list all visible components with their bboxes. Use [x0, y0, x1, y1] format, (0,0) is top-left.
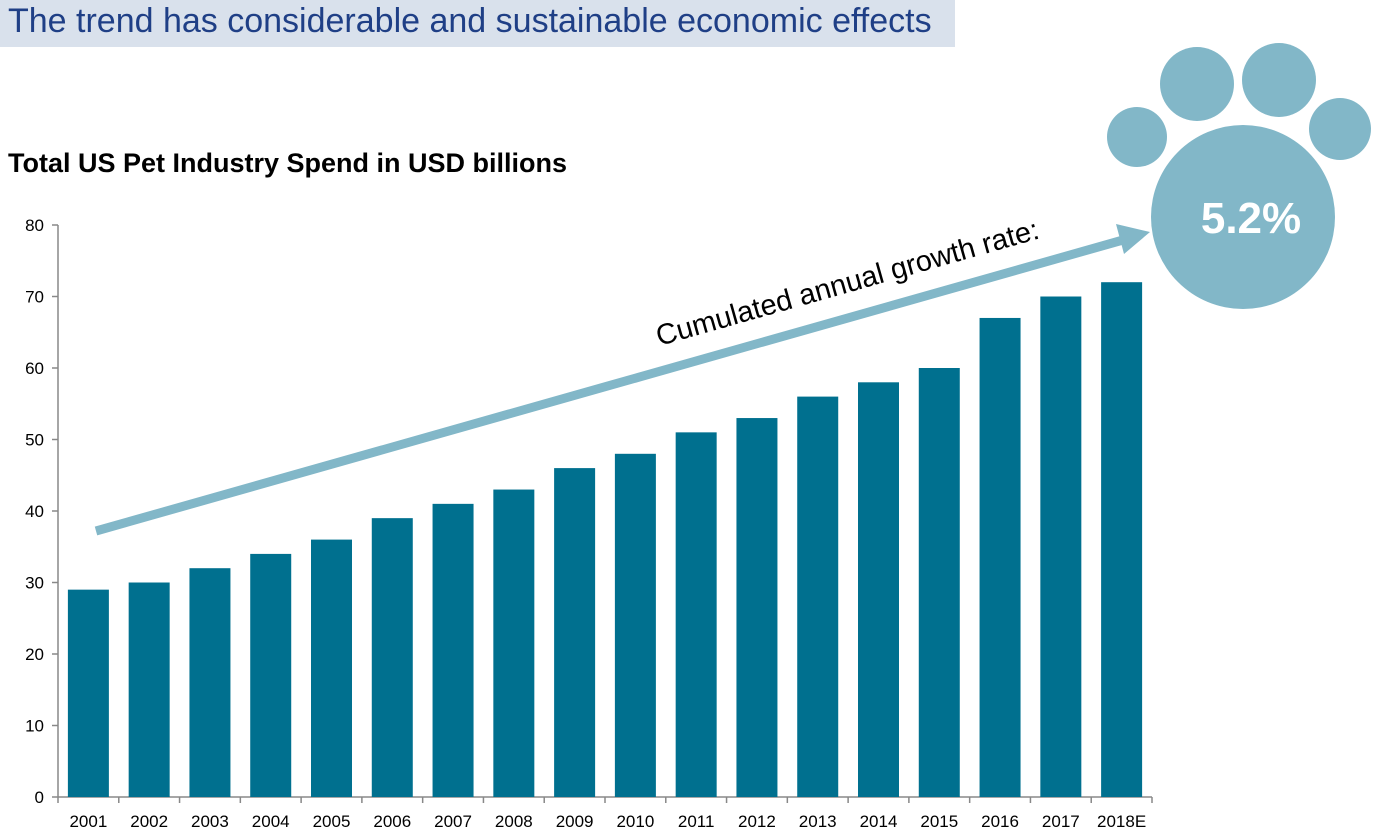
- title-band: [0, 0, 955, 47]
- bar-2015: [918, 368, 960, 797]
- paw-toe-right: [1309, 98, 1371, 160]
- x-tick-label: 2012: [738, 812, 776, 831]
- x-tick-label: 2007: [434, 812, 472, 831]
- x-tick-label: 2016: [981, 812, 1019, 831]
- paw-toe-center-right: [1242, 43, 1316, 117]
- bar-2003: [189, 568, 231, 797]
- y-tick-label: 10: [25, 717, 44, 736]
- x-tick-label: 2009: [556, 812, 594, 831]
- y-tick-label: 0: [35, 788, 44, 807]
- y-tick-label: 30: [25, 574, 44, 593]
- slide-title: The trend has considerable and sustainab…: [8, 2, 932, 40]
- bar-series: [67, 282, 1143, 797]
- bar-2010: [614, 453, 656, 797]
- bar-2004: [250, 553, 292, 797]
- x-tick-label: 2008: [495, 812, 533, 831]
- x-axis: 2001 2002 2003 2004 2005 2006 2007 2008 2009 2010…: [57, 796, 1153, 831]
- y-axis: 0 10 20 30 40 50 60 70 80: [25, 216, 59, 807]
- paw-toe-left: [1107, 107, 1167, 167]
- y-tick-label: 80: [25, 216, 44, 235]
- x-tick-label: 2011: [678, 812, 715, 831]
- bar-2016: [979, 317, 1021, 797]
- paw-toe-center-left: [1160, 47, 1234, 121]
- y-tick-label: 50: [25, 431, 44, 450]
- bar-2017: [1040, 296, 1082, 797]
- growth-arrow-head: [1116, 224, 1150, 254]
- bar-2009: [554, 468, 596, 797]
- x-tick-label: 2004: [252, 812, 290, 831]
- x-tick-label: 2014: [860, 812, 898, 831]
- bar-2001: [67, 589, 109, 797]
- bar-2007: [432, 503, 474, 797]
- bar-2011: [675, 432, 717, 797]
- bar-2008: [493, 489, 535, 797]
- bar-2018E: [1101, 282, 1143, 797]
- y-tick-label: 20: [25, 645, 44, 664]
- x-tick-label: 2005: [313, 812, 351, 831]
- bar-2005: [311, 539, 352, 797]
- x-tick-label: 2006: [373, 812, 411, 831]
- y-tick-label: 40: [25, 502, 44, 521]
- y-tick-label: 60: [25, 359, 44, 378]
- x-tick-label: 2015: [920, 812, 958, 831]
- y-tick-label: 70: [25, 288, 44, 307]
- x-tick-label: 2002: [130, 812, 168, 831]
- bar-2014: [858, 382, 899, 797]
- growth-arrow-shaft: [94, 235, 1125, 536]
- x-tick-label: 2010: [616, 812, 654, 831]
- chart-title: Total US Pet Industry Spend in USD billi…: [8, 148, 568, 178]
- x-tick-label: 2003: [191, 812, 229, 831]
- x-tick-label: 2018E: [1097, 812, 1146, 831]
- bar-2012: [736, 418, 778, 797]
- bar-2006: [371, 518, 413, 797]
- x-tick-label: 2001: [69, 812, 107, 831]
- x-tick-label: 2013: [799, 812, 837, 831]
- cagr-value: 5.2%: [1201, 194, 1301, 243]
- bar-2002: [128, 582, 170, 797]
- paw-pad: [1151, 125, 1335, 309]
- x-tick-label: 2017: [1042, 812, 1080, 831]
- paw-print-icon: 5.2%: [1107, 43, 1371, 309]
- bar-2013: [797, 396, 839, 797]
